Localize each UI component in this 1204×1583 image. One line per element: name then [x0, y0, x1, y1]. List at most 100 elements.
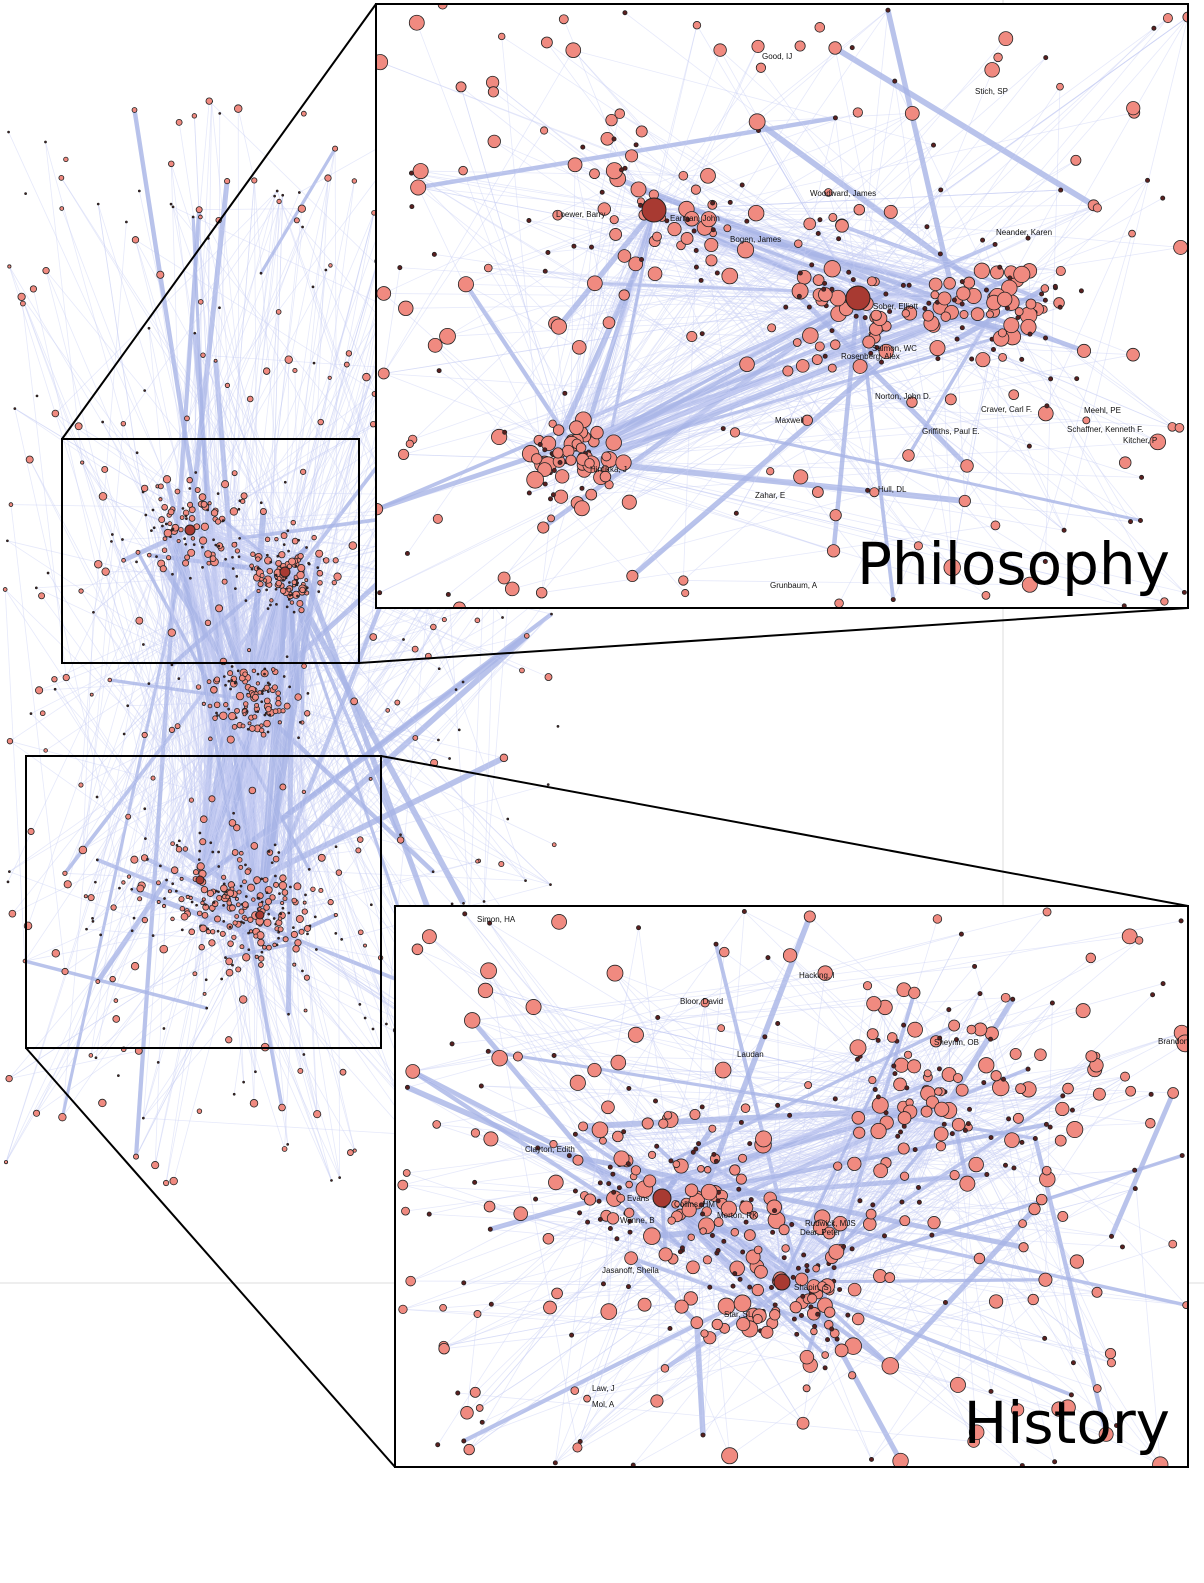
node [179, 876, 184, 881]
node [803, 217, 816, 231]
node [875, 1094, 881, 1100]
edge [602, 1140, 610, 1312]
edge [617, 178, 875, 493]
node [1093, 1384, 1102, 1393]
edge [564, 297, 859, 394]
node [693, 248, 699, 253]
node [235, 691, 245, 701]
node [29, 712, 33, 715]
edge [536, 155, 632, 459]
edge [653, 209, 878, 348]
node [212, 901, 216, 904]
edge [193, 115, 233, 889]
node [194, 471, 198, 474]
node [807, 1293, 818, 1304]
node [577, 1210, 583, 1216]
node [873, 1163, 888, 1179]
node [315, 948, 318, 951]
edge [81, 462, 201, 881]
edge [548, 297, 859, 444]
node [209, 841, 213, 845]
edge [758, 130, 859, 299]
edge [8, 266, 226, 958]
node [214, 676, 221, 683]
node [807, 1306, 821, 1321]
node [795, 359, 810, 373]
node [205, 97, 213, 105]
node [288, 593, 292, 597]
node [247, 931, 250, 935]
edge [97, 203, 201, 881]
edge [951, 299, 1001, 568]
edge [228, 755, 506, 895]
edge [569, 49, 721, 461]
edge [257, 592, 289, 916]
node [242, 712, 247, 717]
node [276, 554, 280, 558]
node [828, 212, 838, 222]
edge [826, 993, 981, 1290]
node [968, 1156, 984, 1173]
node [705, 254, 718, 267]
edge [90, 712, 217, 1056]
node [667, 222, 682, 237]
node [25, 455, 34, 464]
node [1173, 240, 1188, 255]
edge [709, 1286, 1111, 1354]
edge [629, 299, 1001, 503]
node-label: Bogen, James [730, 235, 781, 244]
edge [91, 583, 261, 696]
node [201, 897, 206, 902]
node [248, 725, 256, 732]
node [206, 889, 215, 897]
edge [651, 1235, 698, 1323]
edge [1083, 350, 1173, 428]
node [542, 268, 548, 274]
edge [628, 1286, 804, 1424]
node [275, 700, 282, 707]
edge [879, 911, 1048, 1106]
node [804, 1263, 810, 1269]
node-label: Hull, DL [878, 485, 907, 494]
node [404, 1084, 410, 1090]
node [44, 140, 47, 144]
edge [489, 922, 783, 1283]
edge [212, 220, 220, 555]
node [1049, 1000, 1055, 1006]
node [196, 910, 203, 917]
node [237, 507, 241, 511]
node [454, 688, 458, 691]
edge [218, 681, 464, 899]
edge [569, 459, 1046, 562]
node [274, 537, 279, 542]
node [1162, 13, 1173, 24]
node [200, 885, 209, 894]
node [868, 1075, 877, 1085]
node [557, 459, 563, 465]
node [92, 610, 95, 614]
edge [64, 879, 201, 972]
node [184, 415, 190, 422]
node [288, 557, 296, 566]
edge [465, 283, 580, 348]
edge [304, 890, 322, 903]
node [700, 1211, 706, 1217]
edge [199, 879, 332, 1181]
node [217, 890, 220, 894]
node [870, 1122, 887, 1140]
node [901, 309, 910, 318]
node-label: Rosenberg, Alex [841, 352, 900, 361]
node [700, 1329, 709, 1338]
edge [569, 311, 995, 461]
node [484, 263, 493, 273]
node [723, 224, 732, 233]
node [328, 263, 333, 268]
node [1041, 1165, 1052, 1176]
node [920, 1105, 933, 1118]
edge [199, 180, 255, 881]
edge [181, 148, 336, 879]
edge [691, 336, 1142, 478]
node-label: Kitcher, P [1123, 436, 1157, 445]
edge [573, 49, 934, 146]
